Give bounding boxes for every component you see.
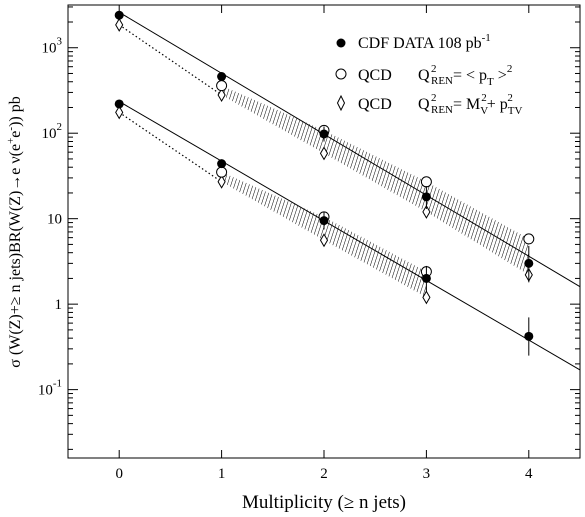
x-tick-label: 2	[320, 466, 328, 482]
legend-cdf-sup: -1	[482, 32, 491, 44]
fit-line-Z	[118, 101, 581, 371]
legend-qcd-mv-label: QCD Q2 REN= MV2+ pTV2	[358, 92, 522, 117]
qcd-mv-point	[422, 204, 431, 219]
legend-qcd-pt-qsub: REN	[431, 75, 453, 87]
y-label-mid: e	[7, 131, 24, 138]
legend-qcd-mv-name: QCD	[358, 96, 392, 113]
y-tick-label: 1	[55, 297, 63, 313]
legend-qcd-mv-q: Q	[418, 96, 430, 113]
cdf-point	[217, 159, 227, 169]
x-tick-label: 0	[115, 466, 123, 482]
qcd-pt-point	[216, 166, 228, 178]
qcd-mv-point	[115, 17, 124, 32]
legend-qcd-pt-rhs-sup: 2	[507, 63, 513, 75]
y-tick-base: 10	[47, 212, 62, 228]
cdf-point	[114, 99, 124, 109]
y-tick-base: 10	[38, 383, 53, 399]
y-tick-label: 10-1	[38, 378, 62, 399]
qcd-pt-point	[216, 80, 228, 92]
x-tick-label: 4	[525, 466, 533, 482]
qcd-mv-point	[115, 105, 124, 120]
qcd-pt-point	[420, 176, 432, 188]
legend-cdf-marker	[336, 38, 346, 48]
legend-qcd-pt-marker	[335, 68, 347, 80]
qcd-band-W	[221, 85, 529, 275]
qcd-mv-point	[319, 233, 329, 248]
legend-qcd-mv-sub2: TV	[508, 105, 523, 117]
legend-qcd-pt-q: Q	[418, 67, 430, 84]
cdf-point	[524, 331, 534, 341]
legend: CDF DATA 108 pb-1 QCD Q2 REN= < pT >2 QCD Q…	[335, 32, 522, 117]
cdf-point	[421, 192, 431, 202]
y-tick-exp: 3	[57, 36, 63, 48]
cdf-point	[524, 258, 534, 268]
y-tick-base: 10	[42, 41, 57, 57]
legend-qcd-mv-qsup: 2	[431, 92, 437, 104]
legend-qcd-pt-label: QCD Q2 REN= < pT >2	[358, 63, 512, 88]
x-tick-label: 1	[218, 466, 226, 482]
legend-qcd-mv-sup1: 2	[481, 92, 487, 104]
legend-cdf-text: CDF DATA 108 pb	[358, 35, 482, 52]
y-tick-label: 103	[42, 36, 63, 57]
legend-qcd-mv-sub1: V	[480, 105, 488, 117]
legend-qcd-pt-rhs-tail: >	[494, 67, 507, 84]
qcd-pt-point	[523, 233, 535, 245]
legend-qcd-mv-marker	[336, 94, 346, 112]
x-axis-label: Multiplicity (≥ n jets)	[242, 492, 406, 513]
legend-qcd-pt-qsup: 2	[431, 63, 437, 75]
y-tick-base: 10	[42, 126, 57, 142]
legend-qcd-mv-sup2: 2	[507, 92, 513, 104]
qcd-mv-point	[422, 290, 431, 305]
y-label-sup: +	[5, 138, 17, 144]
legend-qcd-mv-qsub: REN	[431, 104, 453, 116]
y-label-sup2: -	[5, 127, 17, 131]
y-tick-base: 1	[55, 297, 63, 313]
legend-qcd-pt-rhs-sub: T	[487, 76, 494, 88]
fit-line-W	[118, 11, 581, 288]
qcd-mv-point	[319, 146, 329, 161]
qcd-mv-point	[217, 87, 226, 102]
y-label-lead: σ (W(Z)+≥ n jets)BR(W(Z)→e ν(e	[7, 144, 24, 368]
y-label-tail: )) pb	[7, 96, 24, 127]
qcd-mv-point	[217, 174, 226, 189]
legend-qcd-pt-name: QCD	[358, 67, 392, 84]
legend-cdf-label: CDF DATA 108 pb-1	[358, 32, 491, 52]
y-axis-label: σ (W(Z)+≥ n jets)BR(W(Z)→e ν(e+e-)) pb	[5, 96, 24, 367]
cdf-point	[114, 10, 124, 20]
x-tick-label: 3	[423, 466, 431, 482]
y-tick-label: 10	[47, 212, 62, 228]
legend-qcd-mv-rhs: = M	[453, 96, 480, 113]
legend-qcd-mv-plus: + p	[487, 96, 508, 113]
cdf-point	[217, 72, 227, 82]
cdf-point	[319, 216, 329, 226]
cdf-point	[421, 273, 431, 283]
cdf-point	[319, 129, 329, 139]
legend-qcd-pt-rhs: = < p	[453, 67, 487, 84]
y-tick-exp: 2	[57, 121, 63, 133]
qcd-dotted-Z	[118, 111, 222, 183]
y-tick-exp: -1	[53, 378, 62, 390]
y-tick-label: 102	[42, 121, 63, 142]
qcd-dotted-W	[118, 24, 222, 96]
